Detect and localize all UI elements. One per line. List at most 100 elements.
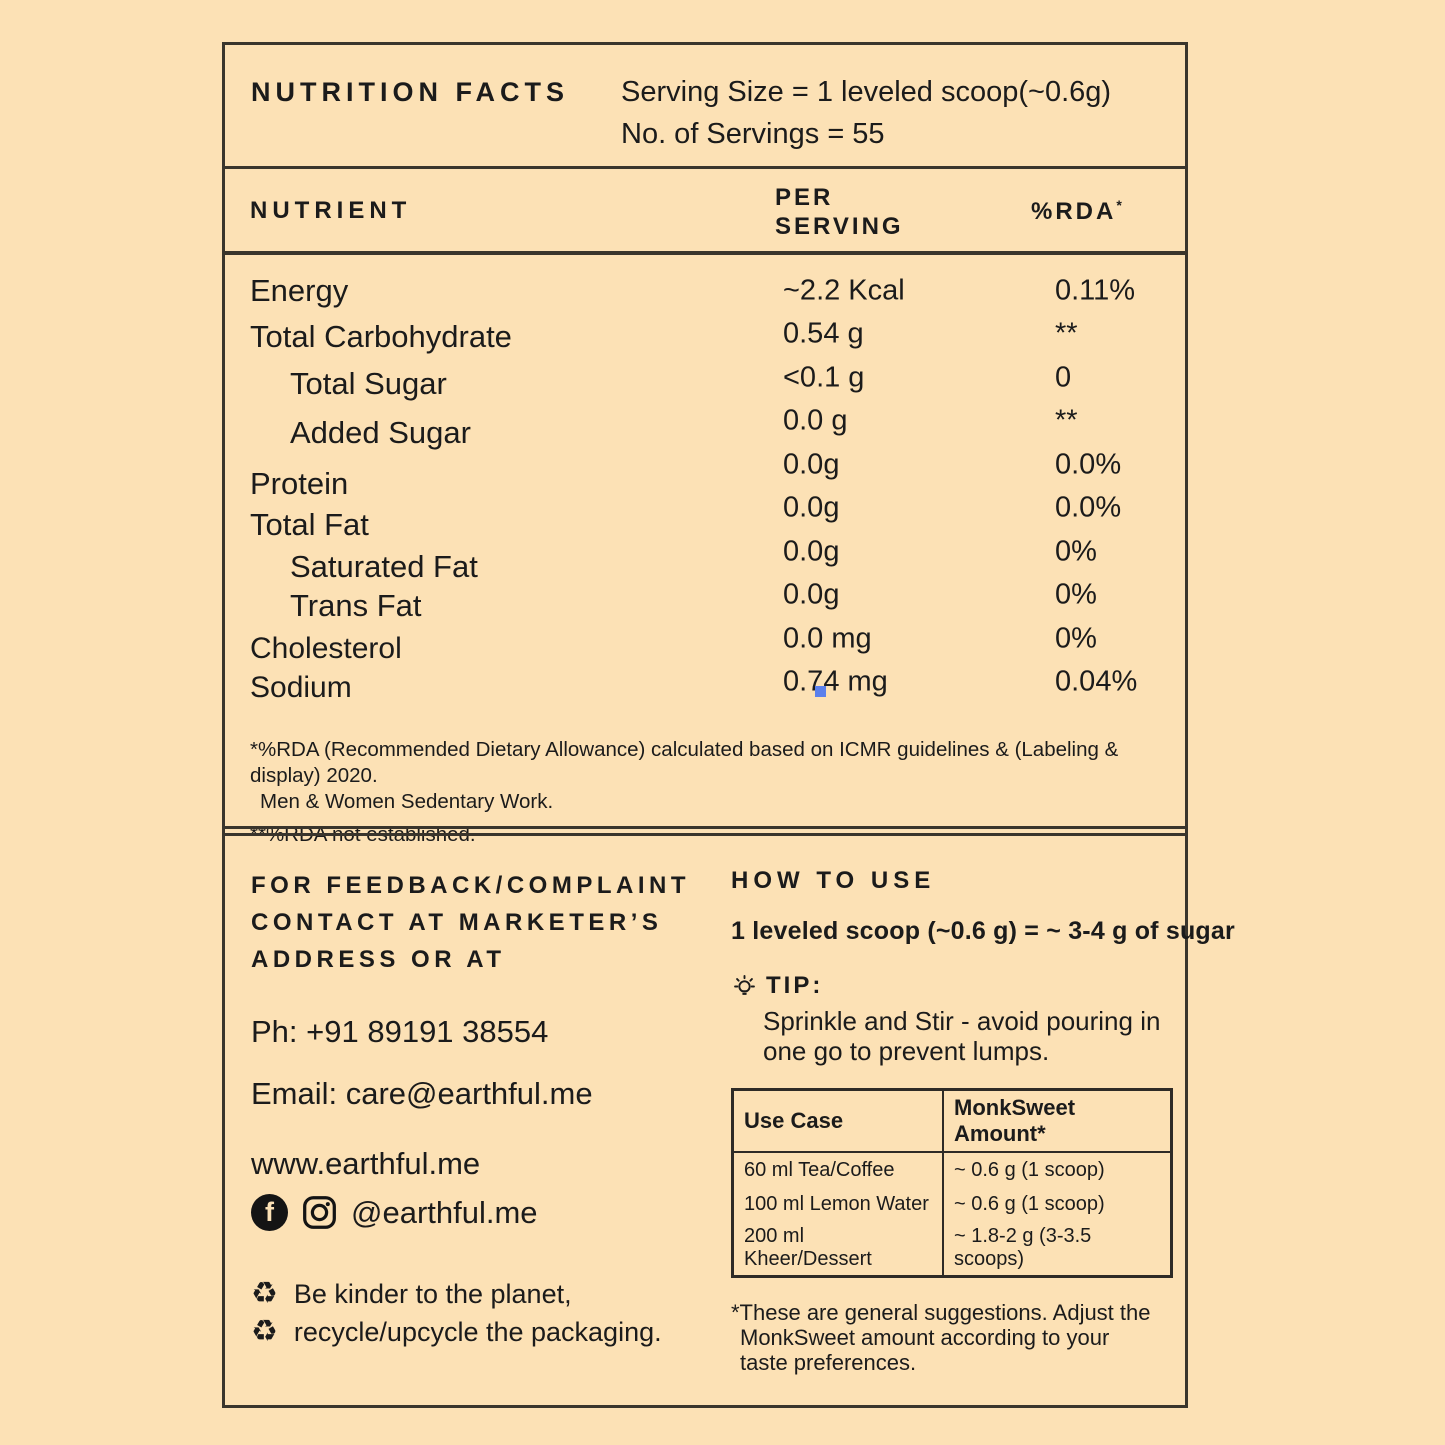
table-row-protein: Protein 0.0g 0.0%: [225, 443, 1185, 501]
use-case-cell: 60 ml Tea/Coffee: [734, 1153, 944, 1187]
feedback-heading-line: CONTACT AT MARKETER’S: [251, 909, 663, 936]
eco-text: recycle/upcycle the packaging.: [293, 1317, 662, 1347]
column-header-nutrient: NUTRIENT: [250, 197, 412, 224]
section-divider: [225, 826, 1185, 836]
nutrient-name: Trans Fat: [290, 588, 422, 624]
nutrient-name: Cholesterol: [250, 631, 402, 665]
use-case-table: Use Case MonkSweet Amount* 60 ml Tea/Cof…: [731, 1088, 1173, 1278]
instagram-icon: [301, 1194, 338, 1231]
per-serving-value: 0.54 g: [783, 317, 864, 350]
recycle-icon: ♻: [251, 1315, 278, 1348]
per-serving-value: ~2.2 Kcal: [783, 274, 905, 307]
per-serving-value: <0.1 g: [783, 361, 865, 394]
nutrient-name: Total Sugar: [290, 365, 447, 401]
nutrient-table: Energy ~2.2 Kcal 0.11% Total Carbohydrat…: [225, 269, 1185, 705]
table-row-total-fat: Total Fat 0.0g 0.0%: [225, 487, 1185, 543]
nutrient-name: Total Carbohydrate: [250, 319, 512, 355]
rda-value: 0%: [1055, 622, 1097, 655]
tip-label: TIP:: [766, 972, 824, 999]
per-serving-line1: PER: [775, 184, 834, 211]
per-serving-value: 0.0g: [783, 535, 840, 568]
feedback-heading-line: ADDRESS OR AT: [251, 946, 506, 973]
serving-size: Serving Size = 1 leveled scoop(~0.6g): [621, 76, 1112, 108]
serving-info: Serving Size = 1 leveled scoop(~0.6g) No…: [621, 71, 1111, 155]
use-case-row: 100 ml Lemon Water ~ 0.6 g (1 scoop): [734, 1187, 1170, 1221]
use-case-row: 200 ml Kheer/Dessert ~ 1.8-2 g (3-3.5 sc…: [734, 1221, 1170, 1275]
rda-value: 0%: [1055, 535, 1097, 568]
rda-label: %RDA: [1031, 198, 1117, 225]
per-serving-value: 0.0 mg: [783, 622, 872, 655]
nutrient-name: Saturated Fat: [290, 548, 478, 584]
how-to-use-heading: HOW TO USE: [731, 867, 936, 894]
use-case-row: 60 ml Tea/Coffee ~ 0.6 g (1 scoop): [734, 1153, 1170, 1187]
amount-header: MonkSweet Amount*: [954, 1095, 1076, 1146]
per-serving-value: 0.0g: [783, 491, 840, 524]
nutrient-name: Energy: [250, 272, 349, 308]
nutrient-name: Added Sugar: [290, 415, 471, 451]
table-disclaimer: *These are general suggestions. Adjust t…: [731, 1300, 1151, 1375]
footnote-line: Men & Women Sedentary Work.: [260, 790, 554, 813]
table-row-sodium: Sodium 0.74 mg 0.04%: [225, 661, 1185, 705]
nutrient-name: Sodium: [250, 671, 352, 705]
email-address: Email: care@earthful.me: [251, 1076, 593, 1111]
website-url: www.earthful.me: [251, 1146, 481, 1181]
table-row-total-sugar: Total Sugar <0.1 g 0: [225, 356, 1185, 401]
column-header-per-serving: PER SERVING: [775, 183, 904, 241]
table-row-total-carbohydrate: Total Carbohydrate 0.54 g **: [225, 313, 1185, 357]
header-divider: [225, 166, 1185, 169]
rda-value: **: [1055, 317, 1078, 350]
lightbulb-icon: [731, 973, 758, 1000]
amount-cell: ~ 0.6 g (1 scoop): [954, 1158, 1105, 1181]
feedback-section: FOR FEEDBACK/COMPLAINT CONTACT AT MARKET…: [251, 867, 721, 1351]
nutrition-label: NUTRITION FACTS Serving Size = 1 leveled…: [222, 42, 1235, 1408]
table-row-trans-fat: Trans Fat 0.0g 0%: [225, 574, 1185, 624]
rda-value: **: [1055, 404, 1078, 437]
amount-cell: ~ 1.8-2 g (3-3.5 scoops): [954, 1225, 1092, 1270]
use-case-header-row: Use Case MonkSweet Amount*: [734, 1091, 1170, 1153]
rda-asterisk: *: [1116, 197, 1125, 213]
phone-number: Ph: +91 89191 38554: [251, 1014, 549, 1049]
nutrient-name: Protein: [250, 465, 349, 501]
per-serving-value: 0.0g: [783, 578, 840, 611]
amount-cell: ~ 0.6 g (1 scoop): [954, 1192, 1105, 1215]
table-row-cholesterol: Cholesterol 0.0 mg 0%: [225, 617, 1185, 665]
tip-text: Sprinkle and Stir - avoid pouring in one…: [763, 1006, 1161, 1066]
eco-line: ♻ recycle/upcycle the packaging.: [251, 1313, 721, 1351]
social-handle: @earthful.me: [351, 1194, 538, 1230]
per-serving-value: 0.74 mg: [783, 665, 888, 698]
footnote-line: *%RDA (Recommended Dietary Allowance) ca…: [250, 738, 1119, 787]
use-case-header: Use Case: [734, 1091, 944, 1151]
recycle-icon: ♻: [251, 1277, 278, 1310]
rda-value: 0.04%: [1055, 665, 1138, 698]
cursor-artifact: [815, 686, 826, 697]
eco-line: ♻ Be kinder to the planet,: [251, 1275, 721, 1313]
use-case-cell: 200 ml Kheer/Dessert: [734, 1221, 944, 1275]
per-serving-value: 0.0 g: [783, 404, 848, 437]
scoop-equivalence: 1 leveled scoop (~0.6 g) = ~ 3-4 g of su…: [731, 917, 1235, 945]
table-row-energy: Energy ~2.2 Kcal 0.11%: [225, 269, 1185, 313]
how-to-use-section: HOW TO USE 1 leveled scoop (~0.6 g) = ~ …: [731, 867, 1235, 1375]
nutrition-facts-title: NUTRITION FACTS: [251, 77, 569, 107]
per-serving-line2: SERVING: [775, 213, 904, 240]
servings-count: No. of Servings = 55: [621, 118, 885, 150]
rda-value: 0.11%: [1055, 274, 1136, 307]
rda-value: 0.0%: [1055, 448, 1122, 481]
facebook-icon: f: [251, 1194, 288, 1231]
column-header-rda: %RDA*: [1031, 197, 1125, 226]
tip-heading: TIP:: [731, 972, 1191, 1000]
rda-value: 0%: [1055, 578, 1097, 611]
table-row-saturated-fat: Saturated Fat 0.0g 0%: [225, 530, 1185, 584]
rda-value: 0: [1055, 361, 1072, 394]
rda-value: 0.0%: [1055, 491, 1122, 524]
nutrient-name: Total Fat: [250, 507, 369, 543]
eco-text: Be kinder to the planet,: [293, 1279, 572, 1309]
use-case-cell: 100 ml Lemon Water: [734, 1187, 944, 1221]
feedback-heading-line: FOR FEEDBACK/COMPLAINT: [251, 872, 690, 899]
table-header-divider: [225, 251, 1185, 255]
social-row: f @earthful.me: [251, 1194, 721, 1231]
per-serving-value: 0.0g: [783, 448, 840, 481]
feedback-heading: FOR FEEDBACK/COMPLAINT CONTACT AT MARKET…: [251, 867, 721, 978]
eco-note: ♻ Be kinder to the planet, ♻ recycle/upc…: [251, 1275, 721, 1351]
table-row-added-sugar: Added Sugar 0.0 g **: [225, 400, 1185, 451]
